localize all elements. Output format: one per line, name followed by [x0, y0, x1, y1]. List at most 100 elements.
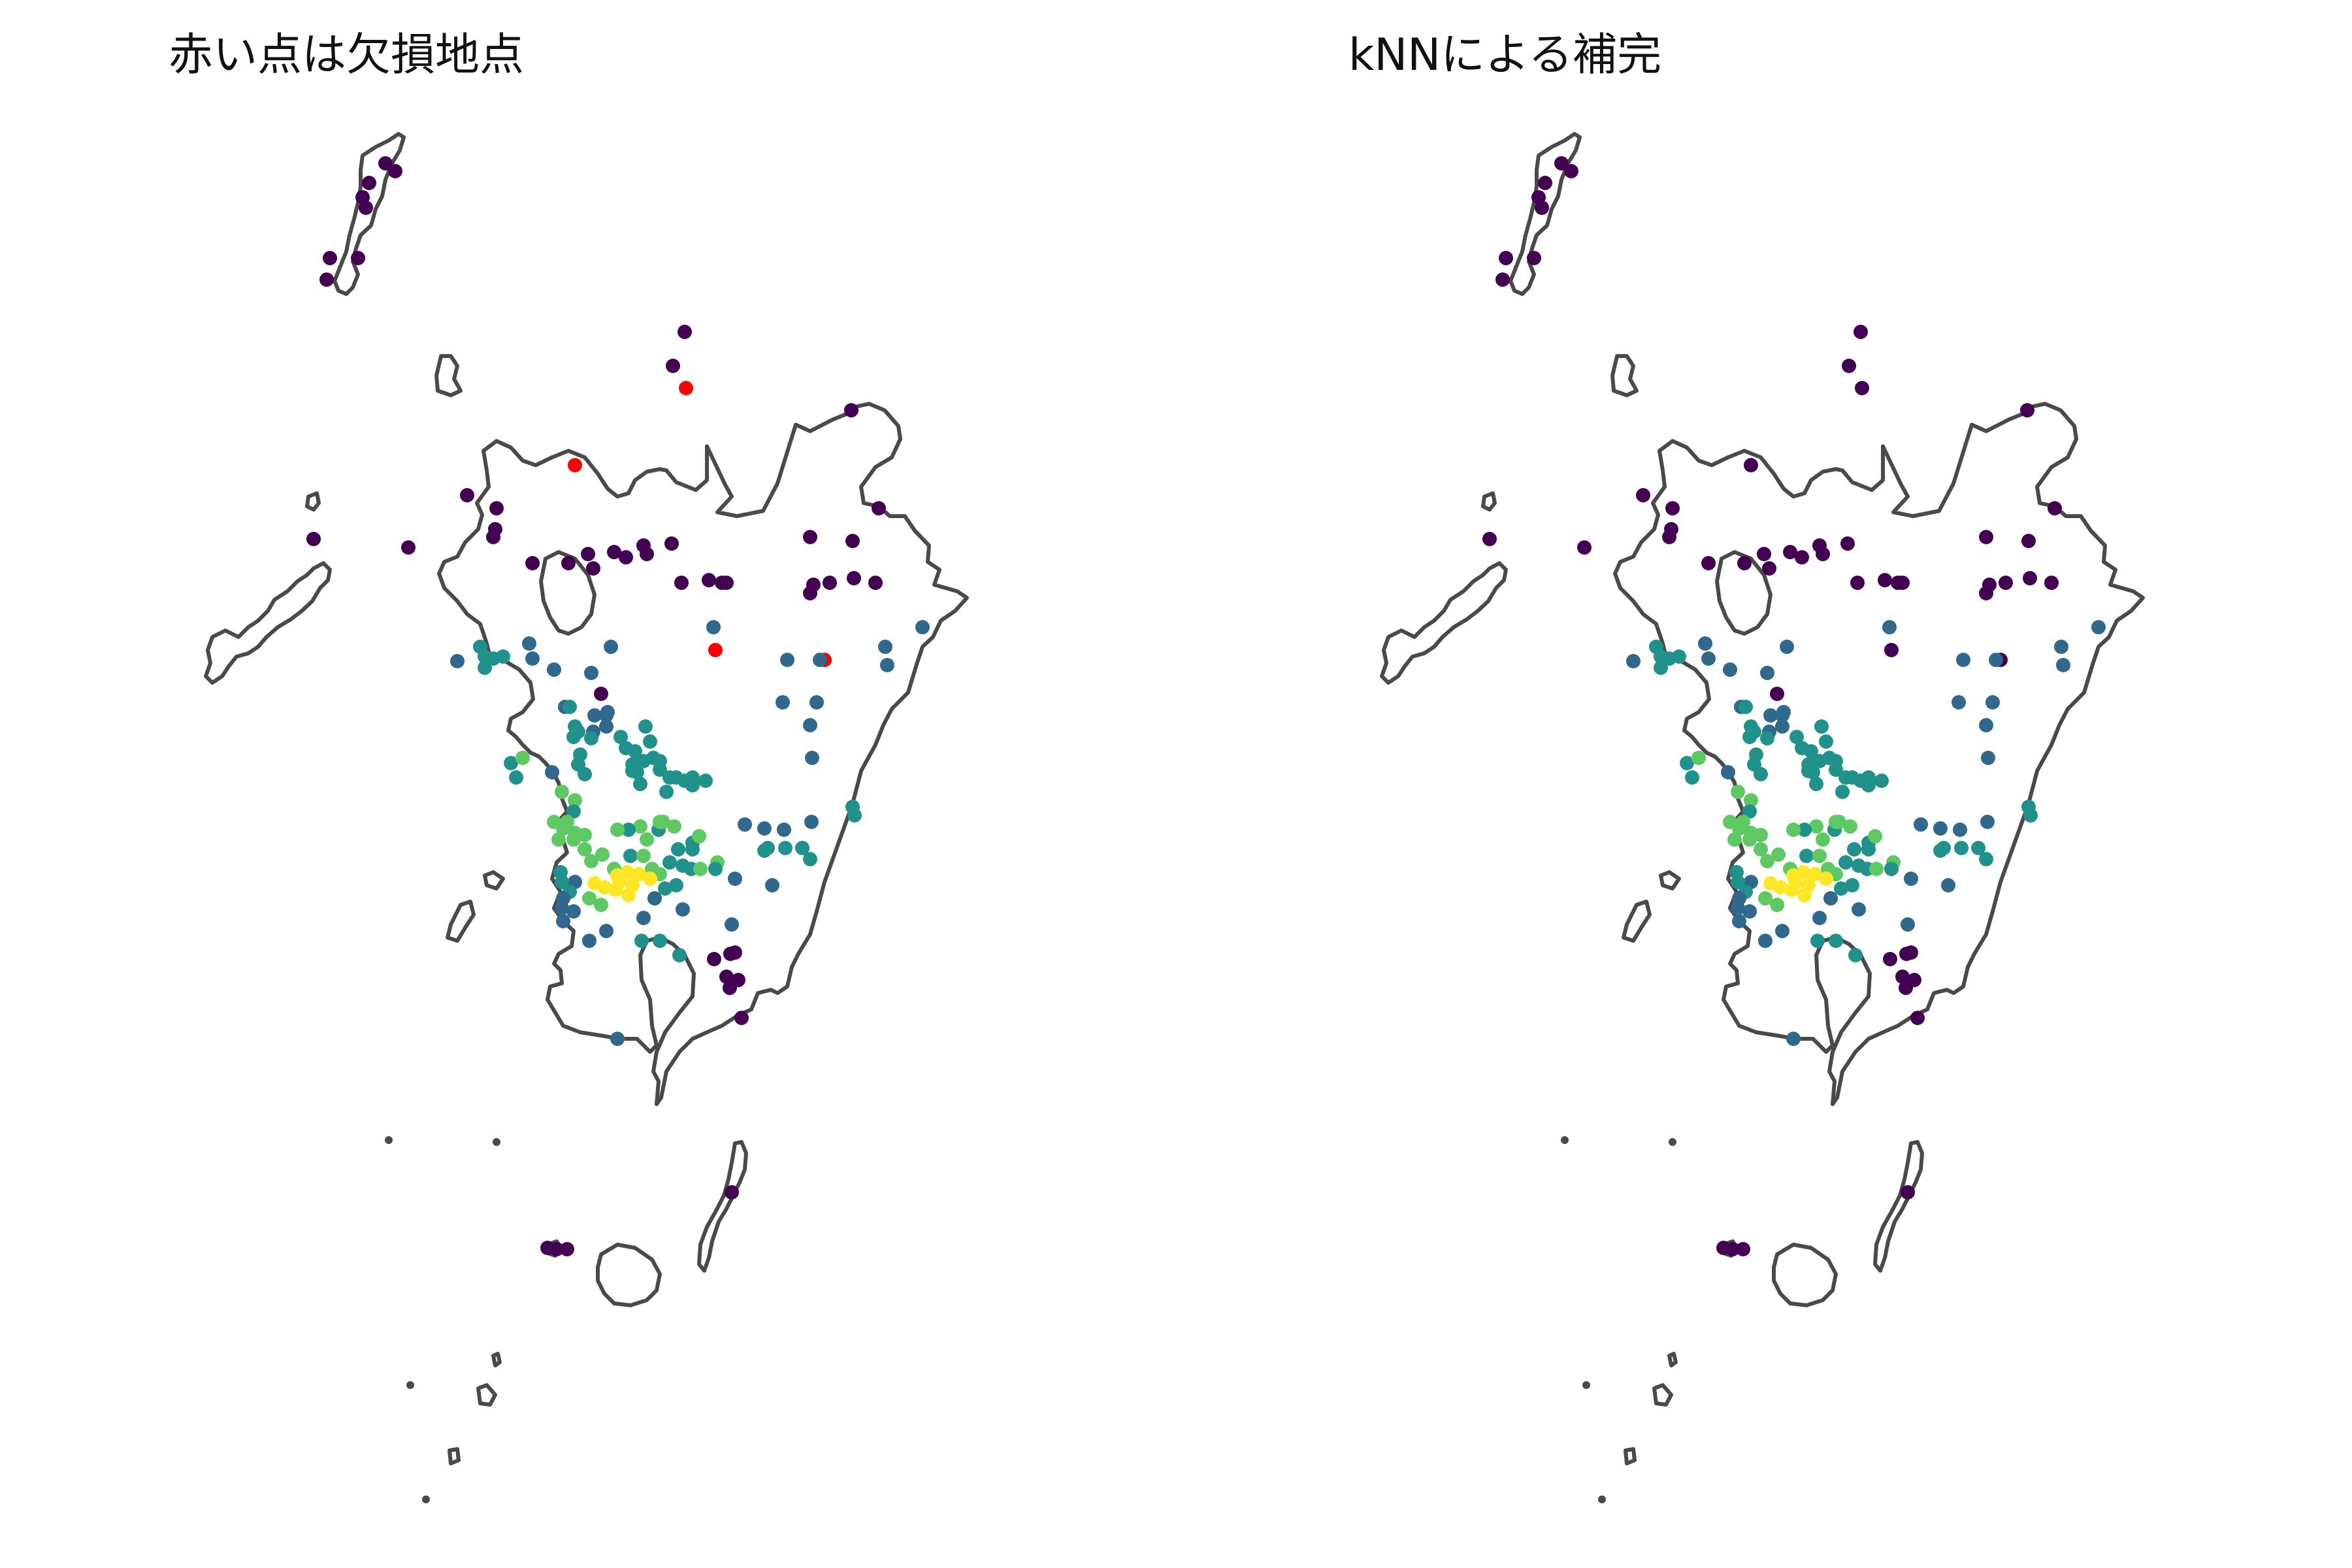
- station-point: [560, 1242, 574, 1256]
- station-point: [880, 658, 894, 672]
- station-point: [1941, 878, 1955, 892]
- coastline-12: [448, 1447, 461, 1465]
- station-point: [1868, 829, 1882, 843]
- station-point: [1780, 640, 1794, 654]
- station-point: [1770, 898, 1784, 912]
- coastline-6: [483, 870, 505, 890]
- station-point: [653, 934, 667, 948]
- station-point: [872, 501, 886, 515]
- station-point: [619, 550, 633, 564]
- station-point: [1732, 891, 1746, 906]
- station-point: [1783, 545, 1797, 559]
- station-point: [795, 841, 809, 855]
- station-point: [401, 540, 416, 555]
- station-point: [1757, 547, 1771, 561]
- station-point: [1799, 849, 1814, 863]
- station-point: [803, 586, 817, 600]
- station-point: [1904, 872, 1918, 886]
- station-point: [586, 561, 600, 576]
- station-point: [359, 201, 373, 215]
- coastline-9: [1772, 1243, 1838, 1307]
- coastline-7: [446, 900, 476, 943]
- islet-2: [1582, 1381, 1590, 1389]
- islet-1: [493, 1138, 500, 1146]
- station-point: [1850, 576, 1865, 590]
- station-point: [708, 862, 723, 876]
- station-point: [728, 872, 742, 886]
- station-point: [1795, 741, 1809, 755]
- station-point: [625, 764, 640, 778]
- station-point: [640, 547, 654, 561]
- coastline-3: [1610, 354, 1639, 397]
- station-point: [362, 176, 376, 190]
- station-point: [1838, 855, 1853, 870]
- station-point: [2044, 576, 2059, 590]
- islet-3: [422, 1495, 430, 1503]
- station-point: [2023, 808, 2038, 823]
- station-point: [1819, 872, 1833, 886]
- station-point: [1701, 556, 1716, 570]
- station-point: [486, 530, 500, 544]
- station-point: [582, 891, 596, 906]
- station-point: [1874, 774, 1889, 788]
- station-point: [1662, 530, 1676, 544]
- station-point: [805, 751, 819, 765]
- station-point: [319, 272, 334, 287]
- station-point: [560, 815, 574, 829]
- station-point: [551, 832, 566, 847]
- station-point: [1812, 849, 1827, 863]
- station-point: [1725, 1242, 1740, 1256]
- station-point: [1771, 847, 1786, 862]
- station-point: [643, 872, 657, 886]
- station-point: [685, 842, 700, 857]
- station-point: [719, 576, 734, 590]
- station-point: [1701, 651, 1716, 666]
- coastline-8: [697, 1140, 748, 1273]
- station-point: [823, 576, 837, 590]
- station-point: [1626, 654, 1641, 668]
- station-point: [1754, 828, 1768, 842]
- station-point: [719, 970, 734, 984]
- station-point: [847, 808, 862, 823]
- station-point: [623, 849, 638, 863]
- station-point: [803, 718, 817, 732]
- station-point: [1758, 891, 1772, 906]
- station-point: [632, 867, 646, 881]
- coastline-7: [1622, 900, 1652, 943]
- station-point: [672, 948, 687, 962]
- station-point: [571, 725, 585, 739]
- station-point: [669, 878, 683, 892]
- station-point: [662, 770, 677, 785]
- station-point: [1901, 917, 1915, 932]
- station-point: [621, 823, 636, 837]
- station-point: [1861, 770, 1876, 785]
- station-point: [728, 945, 742, 960]
- station-point: [1747, 725, 1761, 739]
- station-point: [2048, 501, 2062, 515]
- station-point: [1789, 730, 1804, 744]
- station-point: [1810, 934, 1825, 948]
- station-point: [549, 1242, 564, 1256]
- coastline-13: [491, 1352, 502, 1367]
- station-point: [777, 823, 791, 837]
- station-point: [1770, 687, 1784, 701]
- station-point: [621, 888, 636, 902]
- station-point: [573, 747, 587, 762]
- station-point: [1861, 842, 1876, 857]
- station-point: [478, 661, 492, 675]
- coastline-13: [1667, 1352, 1678, 1367]
- station-point: [504, 756, 518, 770]
- station-point: [1809, 777, 1823, 791]
- station-point: [1878, 573, 1892, 587]
- station-point: [607, 545, 621, 559]
- station-point: [1749, 747, 1763, 762]
- station-point: [555, 785, 569, 799]
- station-point: [666, 359, 680, 373]
- panel-title-imputed: kNNによる補完: [1348, 29, 1662, 81]
- station-point: [489, 501, 504, 515]
- coastline-4: [1380, 561, 1508, 685]
- station-point: [1775, 924, 1789, 938]
- station-point: [450, 654, 465, 668]
- station-point: [1834, 881, 1848, 896]
- station-point: [1989, 653, 2003, 667]
